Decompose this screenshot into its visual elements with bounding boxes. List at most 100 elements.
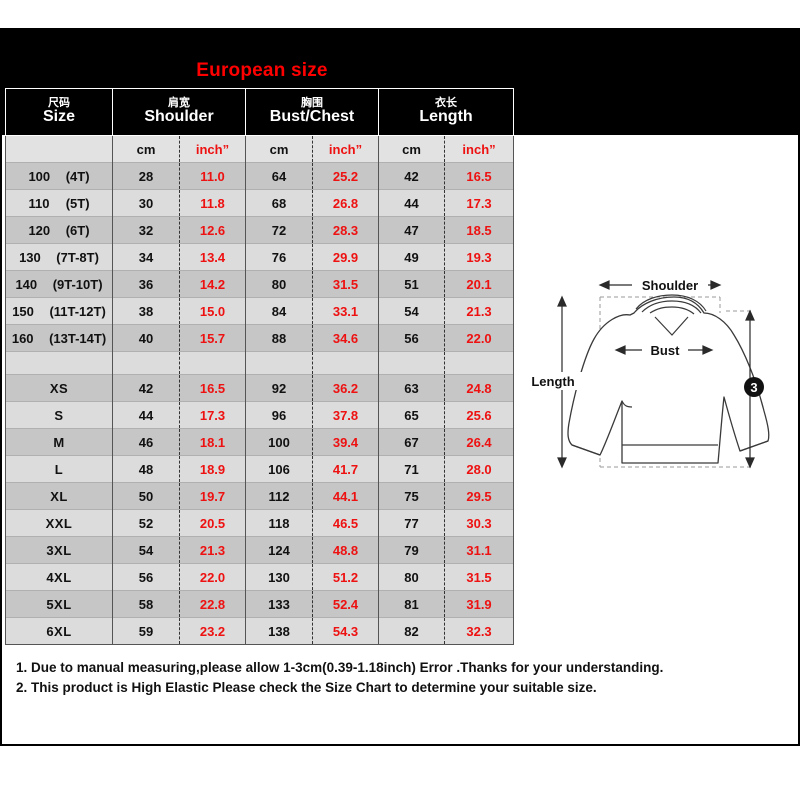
length-label: Length bbox=[531, 374, 574, 389]
cell-bust-cm: 124 bbox=[245, 536, 313, 564]
cell-length-cm: 82 bbox=[378, 617, 446, 645]
spacer-cell-2 bbox=[179, 351, 246, 375]
cell-size: XL bbox=[5, 482, 113, 510]
table-row: 4XL 56 22.0 130 51.2 80 31.5 bbox=[5, 563, 515, 591]
spacer-cell-3 bbox=[245, 351, 313, 375]
table-row: 110 (5T) 30 11.8 68 26.8 44 17.3 bbox=[5, 189, 515, 217]
note-2: 2. This product is High Elastic Please c… bbox=[16, 680, 597, 695]
cell-shoulder-inch: 18.9 bbox=[179, 455, 246, 483]
cell-length-cm: 71 bbox=[378, 455, 446, 483]
garment-diagram: Shoulder Bust Length 3 bbox=[522, 255, 794, 505]
cell-shoulder-cm: 36 bbox=[112, 270, 180, 298]
cell-size: 120 (6T) bbox=[5, 216, 113, 244]
cell-size: 3XL bbox=[5, 536, 113, 564]
collar-detail bbox=[571, 294, 769, 456]
cell-size: 160 (13T-14T) bbox=[5, 324, 113, 352]
cell-bust-cm: 92 bbox=[245, 374, 313, 402]
subheader-length-inch: inch” bbox=[444, 135, 515, 163]
cell-length-inch: 16.5 bbox=[444, 162, 515, 190]
table-row: XL 50 19.7 112 44.1 75 29.5 bbox=[5, 482, 515, 510]
cell-length-inch: 30.3 bbox=[444, 509, 515, 537]
cell-bust-inch: 51.2 bbox=[312, 563, 380, 591]
subheader-bust-inch: inch” bbox=[312, 135, 380, 163]
cell-shoulder-inch: 17.3 bbox=[179, 401, 246, 429]
cell-size: XS bbox=[5, 374, 113, 402]
cell-length-inch: 25.6 bbox=[444, 401, 515, 429]
cell-bust-inch: 37.8 bbox=[312, 401, 380, 429]
cell-shoulder-cm: 54 bbox=[112, 536, 180, 564]
cell-bust-cm: 80 bbox=[245, 270, 313, 298]
cell-size: 100 (4T) bbox=[5, 162, 113, 190]
cell-size: 140 (9T-10T) bbox=[5, 270, 113, 298]
cell-length-inch: 28.0 bbox=[444, 455, 515, 483]
header-bust-en: Bust/Chest bbox=[269, 108, 355, 126]
cell-bust-cm: 68 bbox=[245, 189, 313, 217]
cell-bust-cm: 130 bbox=[245, 563, 313, 591]
table-row: 100 (4T) 28 11.0 64 25.2 42 16.5 bbox=[5, 162, 515, 190]
cell-bust-cm: 106 bbox=[245, 455, 313, 483]
section-spacer-row bbox=[5, 351, 515, 375]
cell-shoulder-inch: 13.4 bbox=[179, 243, 246, 271]
cell-length-cm: 81 bbox=[378, 590, 446, 618]
cell-length-cm: 80 bbox=[378, 563, 446, 591]
cell-shoulder-cm: 28 bbox=[112, 162, 180, 190]
cell-shoulder-inch: 22.8 bbox=[179, 590, 246, 618]
cell-bust-cm: 72 bbox=[245, 216, 313, 244]
badge-circle bbox=[744, 377, 764, 397]
cell-length-cm: 63 bbox=[378, 374, 446, 402]
cell-bust-inch: 41.7 bbox=[312, 455, 380, 483]
spacer-cell-5 bbox=[378, 351, 446, 375]
cell-size: 4XL bbox=[5, 563, 113, 591]
cell-bust-cm: 112 bbox=[245, 482, 313, 510]
cell-shoulder-inch: 12.6 bbox=[179, 216, 246, 244]
cell-bust-inch: 54.3 bbox=[312, 617, 380, 645]
table-row: 5XL 58 22.8 133 52.4 81 31.9 bbox=[5, 590, 515, 618]
table-row: M 46 18.1 100 39.4 67 26.4 bbox=[5, 428, 515, 456]
cell-length-inch: 32.3 bbox=[444, 617, 515, 645]
cell-bust-inch: 44.1 bbox=[312, 482, 380, 510]
cell-length-cm: 54 bbox=[378, 297, 446, 325]
cell-bust-cm: 64 bbox=[245, 162, 313, 190]
cell-length-cm: 77 bbox=[378, 509, 446, 537]
cell-bust-inch: 26.8 bbox=[312, 189, 380, 217]
cell-length-cm: 51 bbox=[378, 270, 446, 298]
header-length-en: Length bbox=[419, 108, 473, 126]
table-row: 160 (13T-14T) 40 15.7 88 34.6 56 22.0 bbox=[5, 324, 515, 352]
spacer-cell-1 bbox=[112, 351, 180, 375]
cell-length-inch: 29.5 bbox=[444, 482, 515, 510]
shoulder-label-bg bbox=[632, 277, 708, 293]
cell-bust-cm: 88 bbox=[245, 324, 313, 352]
cell-shoulder-cm: 59 bbox=[112, 617, 180, 645]
cell-shoulder-inch: 15.7 bbox=[179, 324, 246, 352]
cell-bust-inch: 29.9 bbox=[312, 243, 380, 271]
cell-length-inch: 21.3 bbox=[444, 297, 515, 325]
cell-bust-inch: 46.5 bbox=[312, 509, 380, 537]
cell-bust-inch: 28.3 bbox=[312, 216, 380, 244]
header-bust: 胸围 Bust/Chest bbox=[244, 88, 380, 136]
cell-bust-cm: 100 bbox=[245, 428, 313, 456]
note-1: 1. Due to manual measuring,please allow … bbox=[16, 660, 664, 675]
cell-bust-inch: 31.5 bbox=[312, 270, 380, 298]
cell-size: S bbox=[5, 401, 113, 429]
cell-bust-cm: 76 bbox=[245, 243, 313, 271]
table-row: S 44 17.3 96 37.8 65 25.6 bbox=[5, 401, 515, 429]
cell-shoulder-cm: 48 bbox=[112, 455, 180, 483]
table-subheader-row: cm inch” cm inch” cm inch” bbox=[5, 135, 515, 163]
cell-shoulder-inch: 21.3 bbox=[179, 536, 246, 564]
cell-shoulder-inch: 11.8 bbox=[179, 189, 246, 217]
cell-length-inch: 31.1 bbox=[444, 536, 515, 564]
cell-shoulder-cm: 52 bbox=[112, 509, 180, 537]
cell-bust-cm: 133 bbox=[245, 590, 313, 618]
cell-length-cm: 67 bbox=[378, 428, 446, 456]
cell-length-cm: 47 bbox=[378, 216, 446, 244]
cell-shoulder-inch: 18.1 bbox=[179, 428, 246, 456]
header-shoulder-zh: 肩宽 bbox=[168, 96, 190, 109]
cell-length-cm: 56 bbox=[378, 324, 446, 352]
cell-bust-inch: 25.2 bbox=[312, 162, 380, 190]
bust-label: Bust bbox=[651, 343, 681, 358]
cell-size: 5XL bbox=[5, 590, 113, 618]
cell-shoulder-cm: 30 bbox=[112, 189, 180, 217]
header-size: 尺码 Size bbox=[5, 88, 113, 136]
bust-label-bg bbox=[642, 342, 688, 358]
